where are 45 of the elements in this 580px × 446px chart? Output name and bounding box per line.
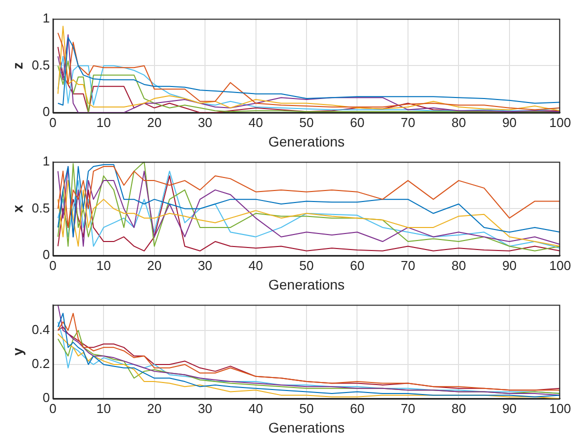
x-tick-label: 60 bbox=[350, 400, 364, 416]
x-tick-label: 90 bbox=[502, 258, 517, 273]
y-tick-label: 1 bbox=[42, 10, 50, 26]
y-tick-label: 0 bbox=[42, 104, 50, 120]
y-axis-title: y bbox=[9, 348, 26, 356]
x-tick-label: 70 bbox=[400, 114, 416, 130]
y-tick-label: 0.5 bbox=[32, 57, 50, 72]
x-tick-label: 70 bbox=[400, 400, 416, 416]
x-tick-label: 20 bbox=[147, 400, 162, 416]
x-tick-label: 100 bbox=[549, 114, 572, 130]
x-tick-label: 20 bbox=[147, 258, 162, 273]
x-tick-label: 60 bbox=[350, 258, 364, 273]
x-axis-title: Generations bbox=[268, 276, 345, 292]
y-tick-label: 1 bbox=[42, 153, 50, 168]
y-tick-label: 0.2 bbox=[32, 356, 50, 372]
x-tick-label: 50 bbox=[299, 400, 314, 416]
x-tick-label: 40 bbox=[248, 114, 264, 130]
x-tick-label: 30 bbox=[198, 114, 212, 130]
x-tick-label: 10 bbox=[96, 400, 111, 416]
x-tick-label: 10 bbox=[96, 114, 111, 130]
x-tick-label: 60 bbox=[350, 114, 364, 130]
x-tick-label: 90 bbox=[502, 400, 517, 416]
x-axis-title: Generations bbox=[268, 133, 345, 150]
x-tick-label: 40 bbox=[248, 400, 264, 416]
x-tick-label: 80 bbox=[451, 258, 466, 273]
y-axis-title: x bbox=[9, 204, 26, 213]
x-tick-label: 40 bbox=[248, 258, 264, 273]
y-tick-label: 0 bbox=[42, 390, 50, 406]
x-tick-label: 50 bbox=[299, 114, 314, 130]
y-tick-label: 0 bbox=[42, 247, 50, 262]
y-tick-label: 0.4 bbox=[32, 322, 50, 337]
x-tick-label: 70 bbox=[400, 258, 416, 273]
x-axis-title: Generations bbox=[268, 419, 345, 436]
x-tick-label: 100 bbox=[549, 258, 572, 273]
x-tick-label: 50 bbox=[299, 258, 314, 273]
y-axis-title: z bbox=[9, 62, 26, 70]
x-tick-label: 90 bbox=[502, 114, 517, 130]
x-tick-label: 30 bbox=[198, 400, 212, 416]
x-tick-label: 80 bbox=[451, 400, 466, 416]
x-tick-label: 100 bbox=[549, 400, 572, 416]
x-tick-label: 30 bbox=[198, 258, 212, 273]
y-tick-label: 0.5 bbox=[32, 200, 50, 216]
x-tick-label: 20 bbox=[147, 114, 162, 130]
x-tick-label: 80 bbox=[451, 114, 466, 130]
x-tick-label: 10 bbox=[96, 258, 111, 273]
